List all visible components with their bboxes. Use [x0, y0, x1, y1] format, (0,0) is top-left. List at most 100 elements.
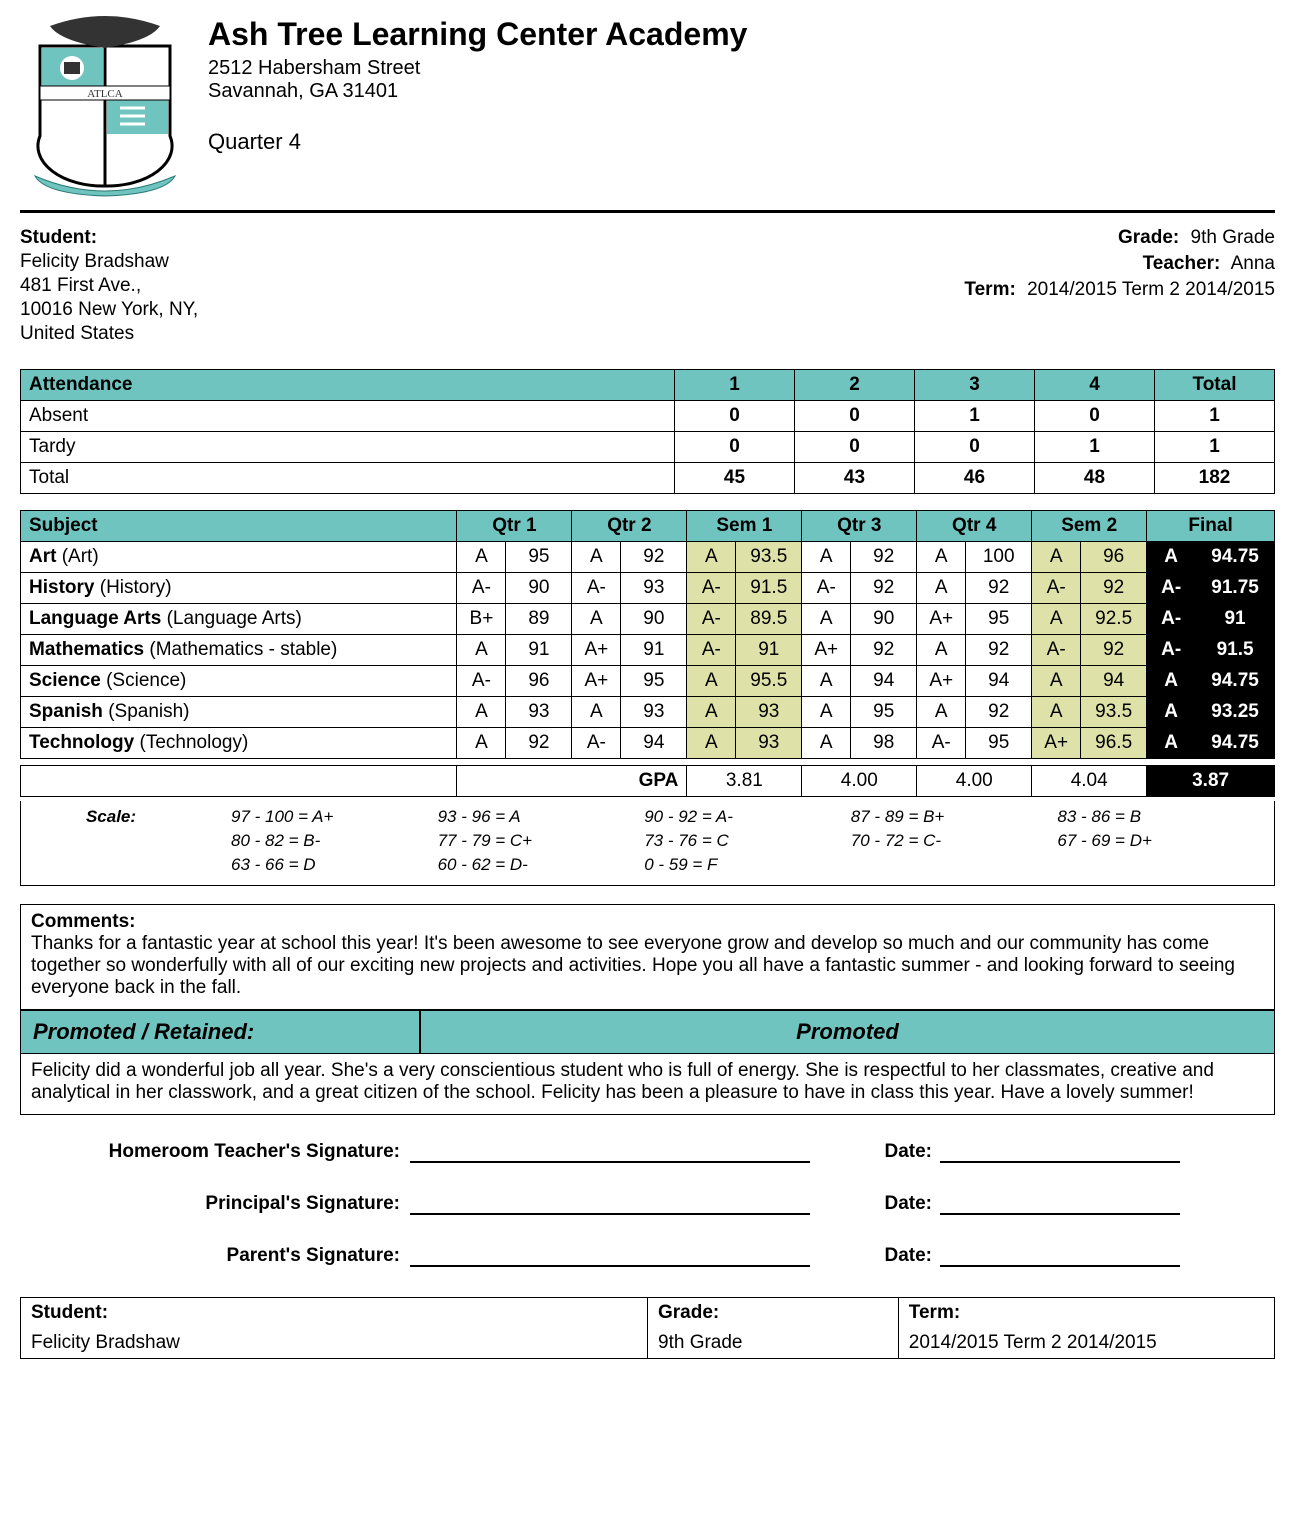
grade-value: 9th Grade	[1191, 227, 1276, 248]
grade-cell: A-	[457, 666, 506, 697]
teacher-value: Anna	[1231, 253, 1275, 274]
attendance-col-3: 3	[915, 370, 1035, 401]
grade-cell: A-	[687, 604, 736, 635]
date-line	[940, 1245, 1180, 1267]
student-info: Student: Felicity Bradshaw 481 First Ave…	[20, 227, 198, 347]
grade-cell: A-	[1147, 604, 1196, 635]
date-line	[940, 1141, 1180, 1163]
signature-row: Homeroom Teacher's Signature:Date:	[30, 1141, 1265, 1163]
grade-cell: 93	[621, 697, 687, 728]
grade-cell: A-	[1032, 573, 1081, 604]
scale-item: 97 - 100 = A+	[231, 807, 438, 827]
grade-cell: 94.75	[1196, 728, 1275, 759]
grade-cell: A	[457, 542, 506, 573]
footer-value-row: Felicity Bradshaw 9th Grade 2014/2015 Te…	[21, 1328, 1275, 1359]
date-line	[940, 1193, 1180, 1215]
grade-cell: 91	[1196, 604, 1275, 635]
scale-section: Scale:97 - 100 = A+93 - 96 = A90 - 92 = …	[20, 801, 1275, 886]
scale-item: 80 - 82 = B-	[231, 831, 438, 851]
grade-cell: A+	[917, 604, 966, 635]
grade-cell: 91	[506, 635, 572, 666]
grade-cell: A	[457, 728, 506, 759]
grade-cell: A	[917, 635, 966, 666]
grade-cell: A	[572, 697, 621, 728]
col-q2: Qtr 2	[572, 511, 687, 542]
grade-cell: 93.5	[736, 542, 802, 573]
attendance-cell: 46	[915, 463, 1035, 494]
grade-cell: A-	[802, 573, 851, 604]
grade-cell: A	[1147, 697, 1196, 728]
attendance-col-4: 4	[1035, 370, 1155, 401]
grade-cell: 91.5	[736, 573, 802, 604]
subject-cell: Language Arts (Language Arts)	[21, 604, 457, 635]
attendance-cell: 1	[1155, 401, 1275, 432]
grade-cell: A-	[687, 635, 736, 666]
grade-cell: 95.5	[736, 666, 802, 697]
comments-section: Comments: Thanks for a fantastic year at…	[20, 904, 1275, 1010]
subject-cell: Technology (Technology)	[21, 728, 457, 759]
date-label: Date:	[870, 1193, 940, 1215]
attendance-cell: 182	[1155, 463, 1275, 494]
attendance-col-2: 2	[795, 370, 915, 401]
svg-text:ATLCA: ATLCA	[87, 88, 123, 100]
grade-cell: 89.5	[736, 604, 802, 635]
grade-cell: 94	[851, 666, 917, 697]
grade-cell: 91.5	[1196, 635, 1275, 666]
grade-cell: 94	[1081, 666, 1147, 697]
comments-text: Thanks for a fantastic year at school th…	[31, 933, 1235, 998]
grade-cell: 91	[621, 635, 687, 666]
promotion-value: Promoted	[420, 1010, 1275, 1054]
scale-label	[31, 855, 231, 875]
grade-cell: 96.5	[1081, 728, 1147, 759]
attendance-cell: 0	[915, 432, 1035, 463]
subject-cell: Spanish (Spanish)	[21, 697, 457, 728]
grade-cell: A	[802, 604, 851, 635]
grade-cell: A+	[917, 666, 966, 697]
attendance-cell: 0	[1035, 401, 1155, 432]
signature-line	[410, 1193, 810, 1215]
grade-cell: 95	[621, 666, 687, 697]
promotion-text: Felicity did a wonderful job all year. S…	[20, 1054, 1275, 1115]
grade-cell: 90	[851, 604, 917, 635]
attendance-cell: 0	[675, 432, 795, 463]
grade-cell: A	[687, 697, 736, 728]
grade-cell: A+	[1032, 728, 1081, 759]
grade-row: Art (Art)A95A92A93.5A92A100A96A94.75	[21, 542, 1275, 573]
grade-cell: A	[1032, 697, 1081, 728]
grade-cell: 92	[966, 697, 1032, 728]
scale-item: 0 - 59 = F	[644, 855, 851, 875]
student-label: Student:	[20, 227, 198, 249]
scale-item	[1057, 855, 1264, 875]
scale-item: 90 - 92 = A-	[644, 807, 851, 827]
scale-item: 73 - 76 = C	[644, 831, 851, 851]
signature-row: Parent's Signature:Date:	[30, 1245, 1265, 1267]
grade-cell: A	[687, 542, 736, 573]
grade-cell: 92	[851, 573, 917, 604]
attendance-cell: 0	[675, 401, 795, 432]
col-s2: Sem 2	[1032, 511, 1147, 542]
header-rule	[20, 210, 1275, 213]
grades-table: Subject Qtr 1 Qtr 2 Sem 1 Qtr 3 Qtr 4 Se…	[20, 510, 1275, 759]
grade-cell: 100	[966, 542, 1032, 573]
grade-cell: A+	[572, 635, 621, 666]
signature-line	[410, 1141, 810, 1163]
term-value: 2014/2015 Term 2 2014/2015	[1027, 279, 1275, 300]
gpa-q3: 4.00	[802, 766, 917, 797]
col-q1: Qtr 1	[457, 511, 572, 542]
grade-cell: A	[1147, 728, 1196, 759]
grade-cell: A-	[1147, 573, 1196, 604]
col-q4: Qtr 4	[917, 511, 1032, 542]
promotion-header: Promoted / Retained: Promoted	[20, 1010, 1275, 1054]
grade-row: Science (Science)A-96A+95A95.5A94A+94A94…	[21, 666, 1275, 697]
col-final: Final	[1147, 511, 1275, 542]
comments-label: Comments:	[31, 911, 136, 932]
grade-cell: 95	[851, 697, 917, 728]
term-info: Grade: 9th Grade Teacher: Anna Term: 201…	[926, 227, 1275, 347]
grade-cell: 92	[966, 635, 1032, 666]
grade-cell: A-	[457, 573, 506, 604]
grade-cell: 92	[851, 542, 917, 573]
grade-cell: 89	[506, 604, 572, 635]
signature-line	[410, 1245, 810, 1267]
grade-cell: A-	[1032, 635, 1081, 666]
signature-label: Homeroom Teacher's Signature:	[30, 1141, 410, 1163]
